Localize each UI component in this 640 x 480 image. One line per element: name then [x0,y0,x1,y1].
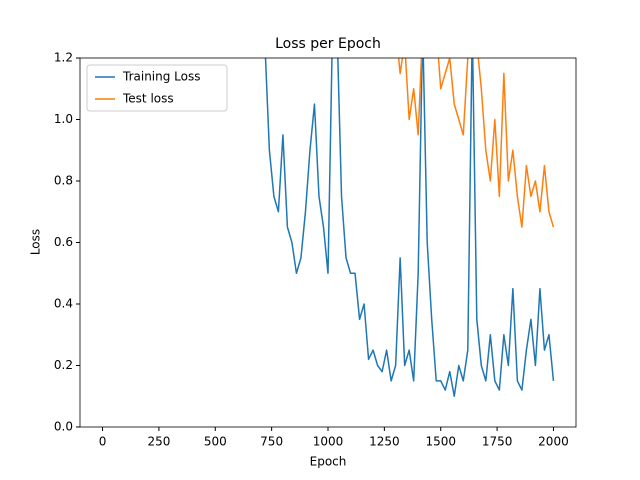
x-tick-label: 250 [147,435,170,449]
plot-area [264,58,555,397]
axes-frame [79,57,577,428]
y-tick-label: 1.0 [54,112,73,126]
y-tick-label: 0.6 [54,235,73,249]
series-line [397,58,555,228]
x-tick-label: 1000 [313,435,344,449]
legend-label: Test loss [122,92,174,106]
legend-box [86,64,228,112]
x-tick-label: 1250 [369,435,400,449]
y-tick-label: 0.2 [54,358,73,372]
y-axis-label: Loss [29,229,43,255]
x-tick-label: 2000 [538,435,569,449]
x-tick-label: 750 [260,435,283,449]
y-tick-label: 0.0 [54,420,73,434]
y-tick-label: 0.8 [54,174,73,188]
x-tick-label: 500 [204,435,227,449]
x-axis-label: Epoch [310,455,347,469]
x-tick-label: 0 [99,435,107,449]
series-line [264,58,555,397]
x-tick-label: 1750 [482,435,513,449]
y-tick-label: 1.2 [54,51,73,65]
legend-label: Training Loss [122,70,200,84]
chart-title: Loss per Epoch [275,36,381,52]
y-tick-label: 0.4 [54,297,73,311]
x-tick-label: 1500 [425,435,456,449]
